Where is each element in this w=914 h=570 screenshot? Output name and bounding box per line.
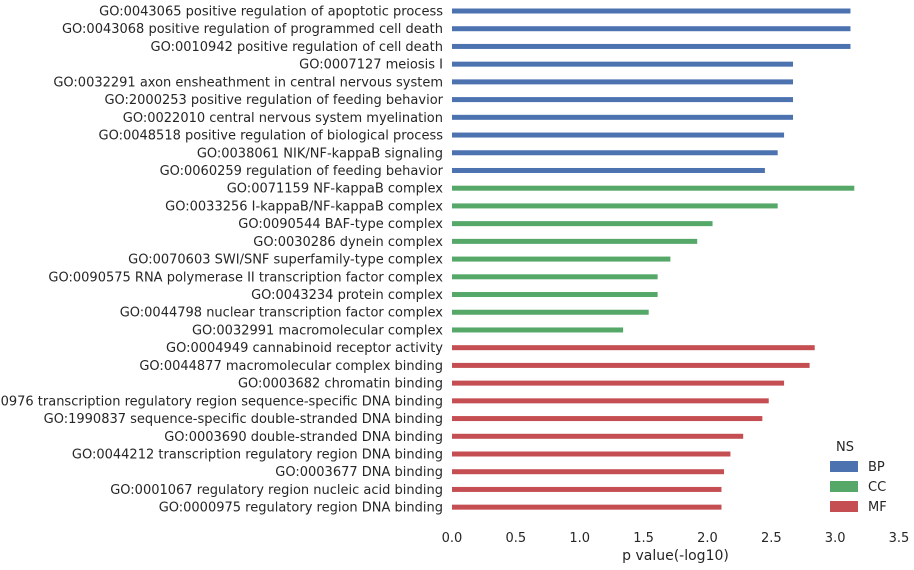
category-label: GO:0000975 regulatory region DNA binding [159,501,443,516]
bar-cc [452,238,698,244]
bar-mf [452,451,731,457]
category-label: GO:0043068 positive regulation of progra… [62,22,443,37]
category-label: GO:0071159 NF-kappaB complex [227,182,444,197]
bar-bp [452,43,851,49]
x-tick-label: 0.5 [506,531,527,546]
bar-bp [452,8,851,14]
bar-bp [452,132,785,138]
x-tick-label: 2.5 [761,531,782,546]
bar-mf [452,486,722,492]
bar-mf [452,504,722,510]
legend-label: BP [868,460,885,475]
x-axis-label: p value(-log10) [622,548,729,564]
category-label: GO:0070603 SWI/SNF superfamily-type comp… [128,253,443,268]
bar-mf [452,380,785,386]
bar-cc [452,221,713,227]
bar-mf [452,362,810,368]
bar-bp [452,97,793,103]
category-label: GO:0043234 protein complex [251,288,443,303]
category-label: GO:0003682 chromatin binding [238,377,443,392]
bar-bp [452,167,765,173]
category-label: GO:0048518 positive regulation of biolog… [99,129,444,144]
category-label: GO:0003690 double-stranded DNA binding [164,430,443,445]
x-tick-label: 1.5 [633,531,654,546]
x-ticks-group: 0.0 0.5 1.0 1.5 2.0 2.5 3.0 3.5 [442,531,910,546]
bar-mf [452,398,769,404]
bar-cc [452,185,855,191]
x-tick-label: 3.0 [825,531,846,546]
bar-cc [452,327,624,333]
category-label: GO:0001067 regulatory region nucleic aci… [110,483,443,498]
bar-mf [452,416,763,422]
bar-cc [452,256,671,262]
bar-cc [452,292,658,298]
bars-group [452,8,855,510]
category-label: GO:0043065 positive regulation of apopto… [99,5,443,20]
x-tick-label: 0.0 [442,531,463,546]
legend-label: MF [868,500,887,515]
category-label: GO:1990837 sequence-specific double-stra… [44,412,443,427]
category-label: GO:0038061 NIK/NF-kappaB signaling [197,146,443,161]
category-label: GO:0060259 regulation of feeding behavio… [160,164,444,179]
bar-bp [452,114,793,120]
legend-swatch-mf [830,501,858,512]
bar-cc [452,274,658,280]
category-labels-group: GO:0043065 positive regulation of apopto… [0,5,444,516]
category-label: GO:0010942 positive regulation of cell d… [151,40,444,55]
legend-swatch-cc [830,481,858,492]
bar-bp [452,150,778,156]
category-label: GO:0022010 central nervous system myelin… [123,111,443,126]
bar-mf [452,469,725,475]
bar-bp [452,26,851,32]
category-label: GO:0044212 transcription regulatory regi… [72,448,443,463]
x-tick-label: 1.0 [569,531,590,546]
bar-cc [452,309,649,315]
legend: NS BP CC MF [830,440,887,515]
legend-title: NS [836,440,854,455]
category-label: GO:2000253 positive regulation of feedin… [104,93,443,108]
category-label: GO:0007127 meiosis I [299,58,443,73]
legend-swatch-bp [830,461,858,472]
category-label: GO:0032291 axon ensheathment in central … [53,75,443,90]
category-label: GO:0044798 nuclear transcription factor … [120,306,444,321]
category-label: GO:0030286 dynein complex [253,235,443,250]
category-label: GO:0004949 cannabinoid receptor activity [166,341,443,356]
category-label: GO:0044877 macromolecular complex bindin… [139,359,443,374]
bar-bp [452,61,793,67]
legend-label: CC [868,480,886,495]
category-label: GO:0003677 DNA binding [275,465,443,480]
category-label: GO:0090575 RNA polymerase II transcripti… [48,270,443,285]
x-tick-label: 3.5 [889,531,910,546]
bar-bp [452,79,793,85]
category-label: GO:0000976 transcription regulatory regi… [0,394,443,409]
x-tick-label: 2.0 [697,531,718,546]
bar-cc [452,203,778,209]
bar-mf [452,433,744,439]
category-label: GO:0033256 I-kappaB/NF-kappaB complex [165,199,443,214]
category-label: GO:0090544 BAF-type complex [238,217,443,232]
category-label: GO:0032991 macromolecular complex [192,323,443,338]
bar-mf [452,345,815,351]
